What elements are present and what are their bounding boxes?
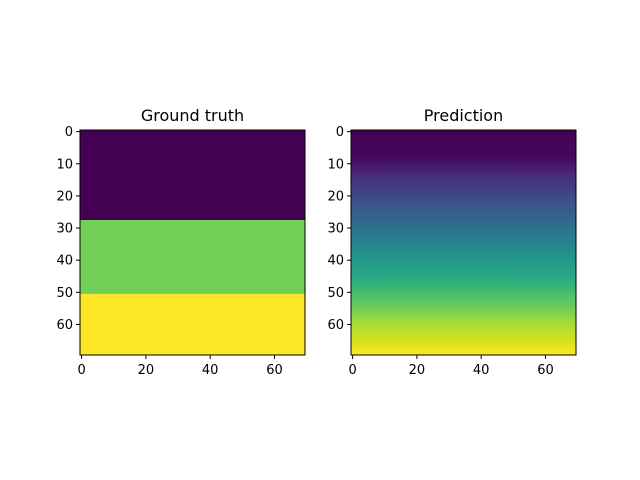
ground-truth-title: Ground truth xyxy=(141,106,244,125)
ground-truth-y-tick-label: 60 xyxy=(56,318,73,333)
prediction-x-tick-label: 40 xyxy=(473,363,490,378)
ground-truth-y-tick-label: 50 xyxy=(56,286,73,301)
prediction-title: Prediction xyxy=(424,106,503,125)
prediction-y-tick-label: 50 xyxy=(327,286,344,301)
prediction-x-ticks: 0 20 40 60 xyxy=(348,355,554,378)
prediction-frame xyxy=(350,129,577,356)
prediction-x-tick-label: 0 xyxy=(348,363,356,378)
ground-truth-y-tick-label: 40 xyxy=(56,254,73,269)
prediction-x-tick-label: 20 xyxy=(409,363,426,378)
ground-truth-x-tick-label: 20 xyxy=(138,363,155,378)
ground-truth-y-tick-label: 30 xyxy=(56,222,73,237)
prediction-y-ticks: 0 10 20 30 40 50 60 xyxy=(327,125,351,333)
prediction-panel: Prediction 0 20 40 60 0 10 20 30 40 50 60 xyxy=(327,106,577,378)
prediction-gradient-fill xyxy=(351,130,576,355)
ground-truth-image xyxy=(80,130,305,355)
prediction-y-tick-label: 30 xyxy=(327,222,344,237)
prediction-image xyxy=(351,130,576,355)
prediction-x-tick-label: 60 xyxy=(537,363,554,378)
ground-truth-y-tick-label: 20 xyxy=(56,189,73,204)
ground-truth-y-ticks: 0 10 20 30 40 50 60 xyxy=(56,125,80,333)
ground-truth-x-tick-label: 40 xyxy=(202,363,219,378)
ground-truth-x-tick-label: 60 xyxy=(266,363,283,378)
prediction-y-tick-label: 10 xyxy=(327,157,344,172)
ground-truth-band-2 xyxy=(80,293,305,355)
prediction-y-tick-label: 0 xyxy=(336,125,344,140)
prediction-y-tick-label: 20 xyxy=(327,189,344,204)
ground-truth-panel: Ground truth 0 20 40 60 0 10 20 30 40 50 60 xyxy=(56,106,306,378)
ground-truth-frame xyxy=(79,129,306,356)
ground-truth-y-tick-label: 0 xyxy=(65,125,73,140)
ground-truth-x-ticks: 0 20 40 60 xyxy=(77,355,283,378)
ground-truth-x-tick-label: 0 xyxy=(77,363,85,378)
prediction-y-tick-label: 60 xyxy=(327,318,344,333)
ground-truth-band-0 xyxy=(80,130,305,220)
ground-truth-band-1 xyxy=(80,220,305,294)
ground-truth-y-tick-label: 10 xyxy=(56,157,73,172)
prediction-y-tick-label: 40 xyxy=(327,254,344,269)
